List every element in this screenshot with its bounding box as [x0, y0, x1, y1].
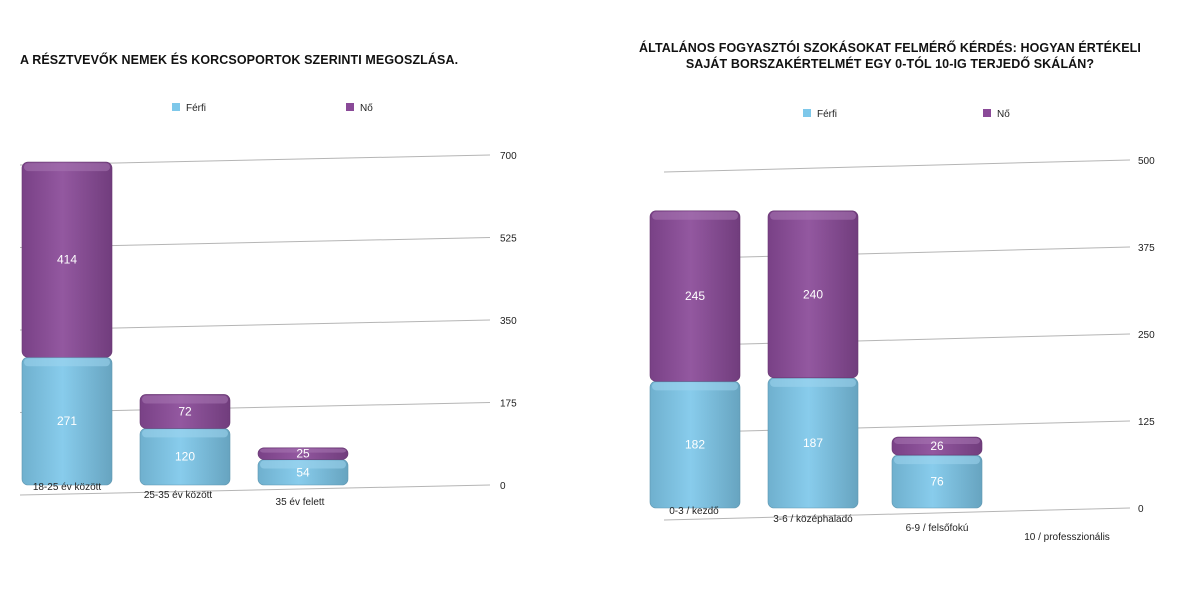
x-category-label: 10 / professzionális: [1024, 532, 1110, 543]
legend-label-no: Nő: [997, 109, 1010, 120]
y-tick-label: 0: [1138, 504, 1144, 515]
bar-value-label: 25: [296, 447, 310, 461]
bar-segment-ferfi: [649, 381, 741, 509]
y-tick-label: 175: [500, 399, 517, 410]
chart-left: Férfi Nő 0 175 350 525 700 271 414 18-25 év közöt…: [19, 103, 517, 508]
bar-value-label: 76: [930, 475, 944, 489]
bar-value-label: 54: [296, 465, 310, 479]
bar-segment-ferfi: [257, 459, 349, 486]
y-tick-label: 350: [500, 316, 517, 327]
bar-segment-no: [21, 161, 113, 358]
bar-value-label: 414: [57, 253, 77, 267]
bar-segment-no: [767, 210, 859, 379]
y-tick-label: 375: [1138, 243, 1155, 254]
y-tick-label: 700: [500, 151, 517, 162]
legend-swatch-ferfi: [172, 103, 180, 111]
chart-right: Férfi Nő 0 125 250 375 500 182 245 0-3 / kezdő 187…: [649, 109, 1155, 543]
gridline: [19, 484, 491, 496]
bar-segment-no: [139, 394, 231, 429]
gridline: [663, 507, 1131, 521]
y-tick-label: 525: [500, 234, 517, 245]
bar-segment-no: [891, 436, 983, 456]
bar-segment-no: [649, 210, 741, 382]
chart-title-right-line-1: ÁLTALÁNOS FOGYASZTÓI SZOKÁSOKAT FELMÉRŐ …: [639, 41, 1141, 55]
bar-value-label: 240: [803, 287, 823, 301]
legend-label-ferfi: Férfi: [186, 103, 206, 114]
x-category-label: 18-25 év között: [33, 482, 102, 493]
gridline: [663, 420, 1131, 434]
y-tick-label: 0: [500, 481, 506, 492]
y-tick-label: 500: [1138, 156, 1155, 167]
bar-segment-ferfi: [767, 377, 859, 509]
bar-value-label: 245: [685, 289, 705, 303]
x-category-label: 0-3 / kezdő: [669, 506, 719, 517]
y-tick-label: 250: [1138, 330, 1155, 341]
x-category-label: 25-35 év között: [144, 490, 213, 501]
gridline: [663, 246, 1131, 260]
x-category-label: 3-6 / középhaladó: [773, 514, 853, 525]
gridline: [663, 159, 1131, 173]
y-tick-label: 125: [1138, 417, 1155, 428]
bar-value-label: 26: [930, 439, 944, 453]
bar-segment-no: [257, 447, 349, 460]
bar-value-label: 182: [685, 438, 705, 452]
x-category-label: 6-9 / felsőfokú: [906, 523, 969, 534]
chart-title-right-line-2: SAJÁT BORSZAKÉRTELMÉT EGY 0-TÓL 10-IG TE…: [685, 57, 1095, 71]
chart-title-left: A RÉSZTVEVŐK NEMEK ÉS KORCSOPORTOK SZERI…: [20, 53, 459, 67]
bar-value-label: 187: [803, 436, 823, 450]
bar-segment-ferfi: [891, 454, 983, 509]
legend-label-ferfi: Férfi: [817, 109, 837, 120]
legend-swatch-no: [346, 103, 354, 111]
bar-value-label: 271: [57, 414, 77, 428]
bar-value-label: 120: [175, 450, 195, 464]
legend-swatch-ferfi: [803, 109, 811, 117]
legend-label-no: Nő: [360, 103, 373, 114]
legend-swatch-no: [983, 109, 991, 117]
gridline: [663, 333, 1131, 347]
bar-value-label: 72: [178, 404, 192, 418]
chart-title-right: ÁLTALÁNOS FOGYASZTÓI SZOKÁSOKAT FELMÉRŐ …: [600, 40, 1180, 72]
x-category-label: 35 év felett: [276, 497, 325, 508]
